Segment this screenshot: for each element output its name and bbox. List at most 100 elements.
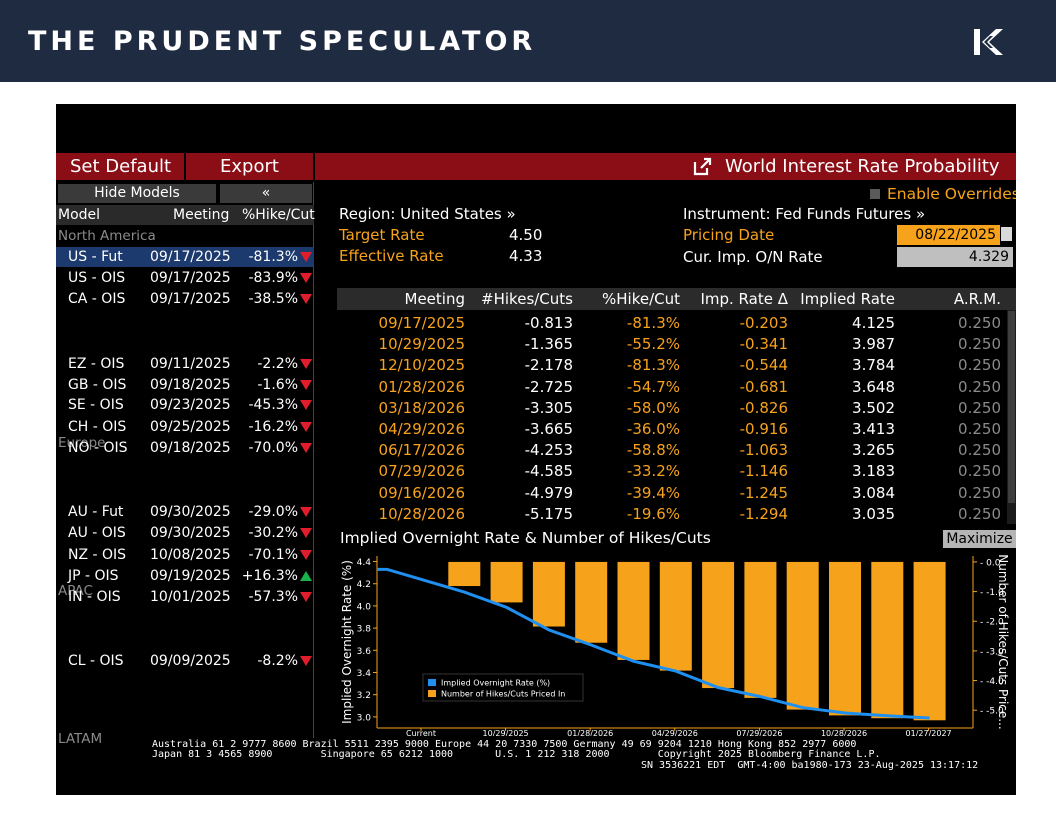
arm-cell: 0.250 <box>958 335 1001 354</box>
hikes-cuts-cell: -0.813 <box>524 314 573 332</box>
table-row[interactable]: 09/16/2026 -4.979 -39.4% -1.245 3.084 0.250 <box>337 483 1007 504</box>
table-row[interactable]: 12/10/2025 -2.178 -81.3% -0.544 3.784 0.250 <box>337 355 1007 376</box>
model-row[interactable]: CL - OIS 09/09/2025 -8.2% <box>56 651 314 671</box>
model-column-header[interactable]: Model <box>58 207 101 223</box>
region-selector[interactable]: Region: United States » <box>339 205 516 223</box>
meeting-cell: 04/29/2026 <box>378 420 465 438</box>
implied-rate-cell: 3.784 <box>852 356 895 375</box>
model-row[interactable]: NO - OIS 09/18/2025 -70.0% <box>56 438 314 458</box>
y-tick-label: 4.4 <box>357 558 372 568</box>
imp-rate-delta-cell: -0.203 <box>739 314 788 332</box>
model-row[interactable]: US - Fut 09/17/2025 -81.3% <box>56 247 314 267</box>
hike-cut-cell: -19.6% <box>626 504 680 523</box>
enable-overrides-label[interactable]: Enable Overrides <box>887 185 1016 203</box>
table-row[interactable]: 09/17/2025 -0.813 -81.3% -0.203 4.125 0.250 <box>337 313 1007 334</box>
x-tick-label: 07/29/2026 <box>736 729 782 736</box>
model-row[interactable]: AU - Fut 09/30/2025 -29.0% <box>56 502 314 522</box>
table-row[interactable]: 10/29/2025 -1.365 -55.2% -0.341 3.987 0.250 <box>337 334 1007 355</box>
meeting-cell: 10/29/2025 <box>378 335 465 354</box>
meeting-header[interactable]: Meeting <box>404 290 465 308</box>
hike-cut-pct: -2.2% <box>257 356 298 372</box>
table-header: Meeting #Hikes/Cuts %Hike/Cut Imp. Rate … <box>337 288 1016 310</box>
down-arrow-icon <box>300 380 312 390</box>
region-latam: LATAM <box>58 731 103 747</box>
calendar-icon[interactable] <box>1001 227 1012 241</box>
pricing-date-input[interactable]: 08/22/2025 <box>897 225 1000 245</box>
hikes-cuts-bar <box>532 561 565 627</box>
down-arrow-icon <box>300 359 312 369</box>
footer-session-line: SN 3536221 EDT GMT-4:00 ba1980-173 23-Au… <box>641 760 979 771</box>
imp-rate-delta-header[interactable]: Imp. Rate Δ <box>700 290 788 308</box>
model-row[interactable]: US - OIS 09/17/2025 -83.9% <box>56 268 314 288</box>
arm-cell: 0.250 <box>958 314 1001 332</box>
model-row[interactable]: NZ - OIS 10/08/2025 -70.1% <box>56 545 314 565</box>
hikes-cuts-bar <box>829 561 861 716</box>
table-row[interactable]: 07/29/2026 -4.585 -33.2% -1.146 3.183 0.250 <box>337 461 1007 482</box>
models-panel: Hide Models « Model Meeting %Hike/Cut No… <box>56 182 315 747</box>
model-row[interactable]: CA - OIS 09/17/2025 -38.5% <box>56 289 314 309</box>
imp-rate-delta-cell: -1.063 <box>739 441 788 460</box>
legend-swatch-hikes <box>428 690 436 697</box>
hikes-cuts-cell: -2.725 <box>524 377 573 396</box>
table-row[interactable]: 03/18/2026 -3.305 -58.0% -0.826 3.502 0.250 <box>337 398 1007 419</box>
pricing-date-label: Pricing Date <box>683 226 775 244</box>
hike-cut-pct: +16.3% <box>241 568 298 584</box>
hikes-cuts-bar <box>702 561 735 689</box>
export-button[interactable]: Export <box>220 156 279 177</box>
implied-rate-header[interactable]: Implied Rate <box>800 290 895 308</box>
arm-header[interactable]: A.R.M. <box>953 290 1001 308</box>
hike-cut-cell: -58.8% <box>626 441 680 460</box>
model-row[interactable]: JP - OIS 09/19/2025 +16.3% <box>56 566 314 586</box>
implied-rate-cell: 3.987 <box>852 335 895 354</box>
table-row[interactable]: 04/29/2026 -3.665 -36.0% -0.916 3.413 0.250 <box>337 419 1007 440</box>
hike-cut-header[interactable]: %Hike/Cut <box>602 290 680 308</box>
meeting-cell: 09/17/2025 <box>378 314 465 332</box>
set-default-button[interactable]: Set Default <box>70 156 172 177</box>
hike-cut-cell: -54.7% <box>626 377 680 396</box>
down-arrow-icon <box>300 273 312 283</box>
implied-rate-cell: 3.035 <box>852 504 895 523</box>
instrument-selector[interactable]: Instrument: Fed Funds Futures » <box>683 205 926 223</box>
hikes-cuts-header[interactable]: #Hikes/Cuts <box>481 290 573 308</box>
legend-label-hikes: Number of Hikes/Cuts Priced In <box>441 690 565 699</box>
model-name: JP - OIS <box>68 568 119 584</box>
collapse-button[interactable]: « <box>220 184 312 203</box>
hike-cut-column-header[interactable]: %Hike/Cut <box>242 207 315 223</box>
window-title: World Interest Rate Probability <box>725 156 1000 177</box>
enable-overrides-checkbox[interactable] <box>870 189 880 199</box>
hikes-cuts-cell: -2.178 <box>524 356 573 375</box>
hikes-cuts-cell: -5.175 <box>524 504 573 523</box>
table-row[interactable]: 01/28/2026 -2.725 -54.7% -0.681 3.648 0.250 <box>337 377 1007 398</box>
bloomberg-terminal: Set Default Export World Interest Rate P… <box>56 104 1016 795</box>
y-axis-title: Implied Overnight Rate (%) <box>340 560 354 724</box>
arm-cell: 0.250 <box>958 483 1001 502</box>
imp-rate-delta-cell: -1.294 <box>739 504 788 523</box>
meeting-date: 09/18/2025 <box>150 440 231 456</box>
table-row[interactable]: 06/17/2026 -4.253 -58.8% -1.063 3.265 0.250 <box>337 440 1007 461</box>
meeting-column-header[interactable]: Meeting <box>173 207 230 223</box>
model-row[interactable]: IN - OIS 10/01/2025 -57.3% <box>56 587 314 607</box>
model-row[interactable]: AU - OIS 09/30/2025 -30.2% <box>56 523 314 543</box>
meeting-date: 09/25/2025 <box>150 419 231 435</box>
table-scrollbar[interactable] <box>1007 310 1016 524</box>
scrollbar-thumb[interactable] <box>1008 311 1015 503</box>
hike-cut-pct: -83.9% <box>248 270 298 286</box>
model-row[interactable]: GB - OIS 09/18/2025 -1.6% <box>56 375 314 395</box>
cur-imp-rate-input[interactable]: 4.329 <box>897 247 1013 267</box>
table-row[interactable]: 10/28/2026 -5.175 -19.6% -1.294 3.035 0.250 <box>337 504 1007 525</box>
maximize-button[interactable]: Maximize <box>943 530 1016 548</box>
x-tick-label: Current <box>406 729 436 736</box>
model-row[interactable]: CH - OIS 09/25/2025 -16.2% <box>56 417 314 437</box>
up-arrow-icon <box>300 571 312 581</box>
x-tick-label: 04/29/2026 <box>652 729 698 736</box>
hide-models-button[interactable]: Hide Models <box>58 184 216 203</box>
implied-rate-cell: 3.648 <box>852 377 895 396</box>
x-tick-label: 10/29/2025 <box>483 729 529 736</box>
model-name: EZ - OIS <box>68 356 125 372</box>
x-tick-label: 01/28/2026 <box>567 729 613 736</box>
model-row[interactable]: EZ - OIS 09/11/2025 -2.2% <box>56 354 314 374</box>
external-link-icon[interactable] <box>693 157 712 176</box>
y2-tick-label: - -5.0 <box>980 707 1004 717</box>
model-row[interactable]: SE - OIS 09/23/2025 -45.3% <box>56 395 314 415</box>
hikes-cuts-bar <box>448 561 481 587</box>
